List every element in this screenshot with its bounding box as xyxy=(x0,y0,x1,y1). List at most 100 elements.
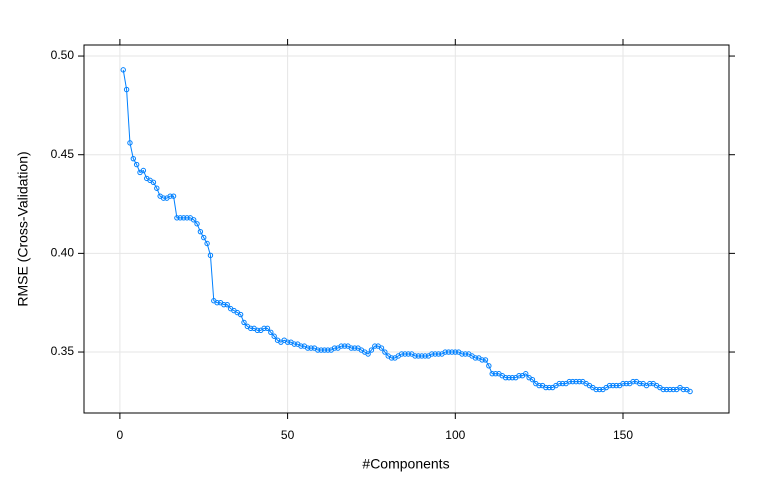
data-point xyxy=(479,357,485,363)
data-point xyxy=(637,380,643,387)
data-point xyxy=(506,374,512,381)
data-point xyxy=(492,371,499,377)
data-point xyxy=(365,351,371,357)
data-point xyxy=(489,371,495,377)
data-point xyxy=(207,252,214,259)
data-point xyxy=(382,349,388,355)
data-point xyxy=(261,325,267,332)
data-point xyxy=(606,382,613,389)
data-point xyxy=(154,185,160,191)
data-point xyxy=(184,215,190,221)
y-axis-title: RMSE (Cross-Validation) xyxy=(15,151,31,306)
data-point xyxy=(254,327,261,334)
plot-frame xyxy=(83,44,730,414)
data-point xyxy=(620,380,626,387)
data-point xyxy=(150,179,157,186)
data-point xyxy=(556,380,562,387)
data-point xyxy=(214,299,220,306)
data-point xyxy=(325,347,331,353)
data-point xyxy=(613,382,620,389)
data-point xyxy=(351,345,358,351)
data-point xyxy=(123,86,130,93)
data-point xyxy=(405,351,412,357)
data-point xyxy=(378,345,385,351)
data-point xyxy=(432,351,438,357)
data-point xyxy=(412,353,418,359)
data-point xyxy=(133,161,140,168)
data-point xyxy=(348,345,355,351)
data-point xyxy=(177,215,183,221)
data-point xyxy=(452,349,459,355)
data-point xyxy=(543,384,549,391)
data-point xyxy=(341,343,348,349)
x-tick-label: 50 xyxy=(281,428,295,442)
data-point xyxy=(419,353,425,359)
data-point xyxy=(647,380,653,387)
data-point xyxy=(224,301,230,308)
data-point xyxy=(593,386,599,393)
data-point xyxy=(338,343,344,349)
data-point xyxy=(667,386,673,393)
data-point xyxy=(660,386,666,393)
data-point xyxy=(502,374,509,381)
data-point xyxy=(569,378,576,385)
data-point xyxy=(486,363,492,369)
data-point xyxy=(331,345,338,351)
data-point xyxy=(670,386,677,393)
data-point xyxy=(442,349,448,355)
data-point xyxy=(576,378,583,385)
data-point xyxy=(388,355,395,361)
data-point xyxy=(120,67,126,73)
data-point xyxy=(516,373,522,379)
data-point xyxy=(321,347,328,353)
data-point xyxy=(680,386,687,393)
data-point xyxy=(509,374,516,381)
y-tick-label: 0.35 xyxy=(51,344,75,358)
data-point xyxy=(663,386,670,393)
data-line xyxy=(122,69,691,392)
x-tick-label: 150 xyxy=(613,428,633,442)
y-tick-label: 0.40 xyxy=(51,246,75,260)
data-point xyxy=(482,357,489,363)
data-point xyxy=(264,325,271,332)
data-point xyxy=(422,353,428,359)
data-point xyxy=(623,380,630,387)
data-point xyxy=(459,351,465,357)
data-point xyxy=(573,378,579,385)
data-point xyxy=(237,311,244,318)
data-point xyxy=(472,355,479,361)
data-point xyxy=(130,155,137,162)
data-point xyxy=(167,193,173,199)
data-point xyxy=(248,325,254,332)
data-point xyxy=(284,339,291,345)
data-point xyxy=(180,215,187,221)
data-point xyxy=(160,195,167,201)
data-point xyxy=(271,333,277,339)
data-point xyxy=(372,343,378,349)
data-point xyxy=(298,343,304,349)
data-point xyxy=(170,193,177,199)
data-point xyxy=(402,351,408,357)
data-point xyxy=(596,386,603,393)
data-point xyxy=(315,347,321,353)
data-point xyxy=(546,384,552,391)
data-point xyxy=(630,378,636,385)
data-point xyxy=(566,378,573,385)
data-point xyxy=(221,301,227,308)
x-tick-label: 100 xyxy=(445,428,465,442)
data-point xyxy=(241,319,247,326)
data-point xyxy=(435,351,442,357)
data-point xyxy=(174,215,180,221)
data-point xyxy=(291,341,298,347)
data-point xyxy=(559,380,566,387)
x-tick-label: 0 xyxy=(117,428,124,442)
y-tick-label: 0.45 xyxy=(51,147,75,161)
data-point xyxy=(194,221,200,227)
data-point xyxy=(429,351,435,357)
data-point xyxy=(190,217,197,223)
data-point xyxy=(204,240,210,247)
data-point xyxy=(445,349,452,355)
data-point xyxy=(462,351,469,357)
y-tick-label: 0.50 xyxy=(51,48,75,62)
